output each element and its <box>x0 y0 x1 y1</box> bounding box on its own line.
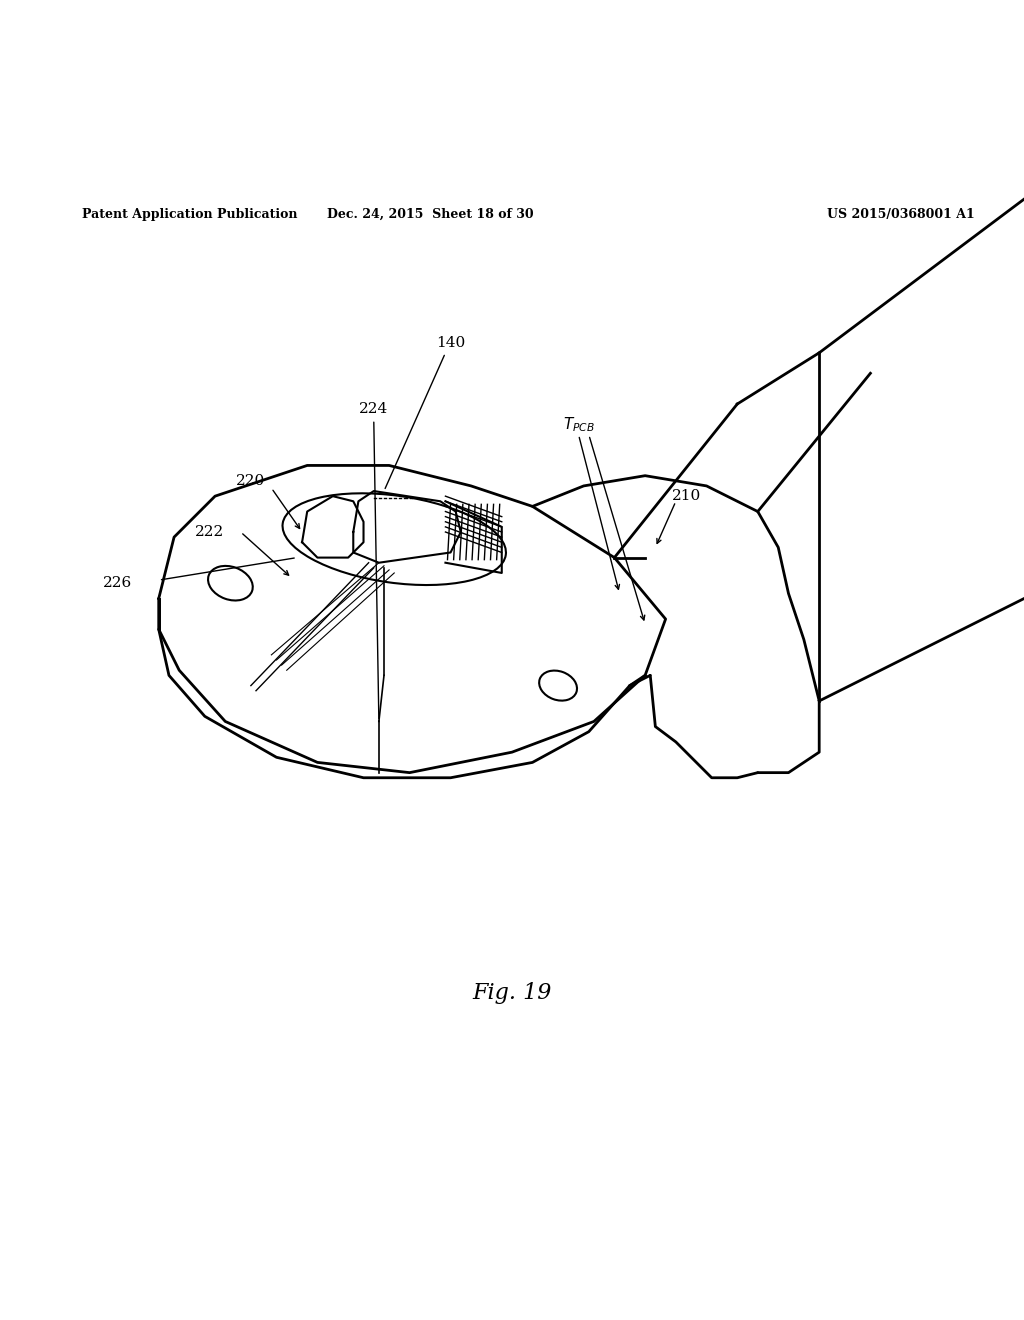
Text: Patent Application Publication: Patent Application Publication <box>82 209 297 220</box>
Text: 220: 220 <box>237 474 265 488</box>
Text: $T_{PCB}$: $T_{PCB}$ <box>562 414 595 434</box>
Text: Dec. 24, 2015  Sheet 18 of 30: Dec. 24, 2015 Sheet 18 of 30 <box>327 209 534 220</box>
Text: Fig. 19: Fig. 19 <box>472 982 552 1003</box>
Text: 222: 222 <box>196 525 224 539</box>
Text: 140: 140 <box>436 335 465 350</box>
Text: US 2015/0368001 A1: US 2015/0368001 A1 <box>827 209 975 220</box>
Text: 224: 224 <box>359 403 388 416</box>
Text: 226: 226 <box>103 577 132 590</box>
Text: 210: 210 <box>672 490 700 503</box>
